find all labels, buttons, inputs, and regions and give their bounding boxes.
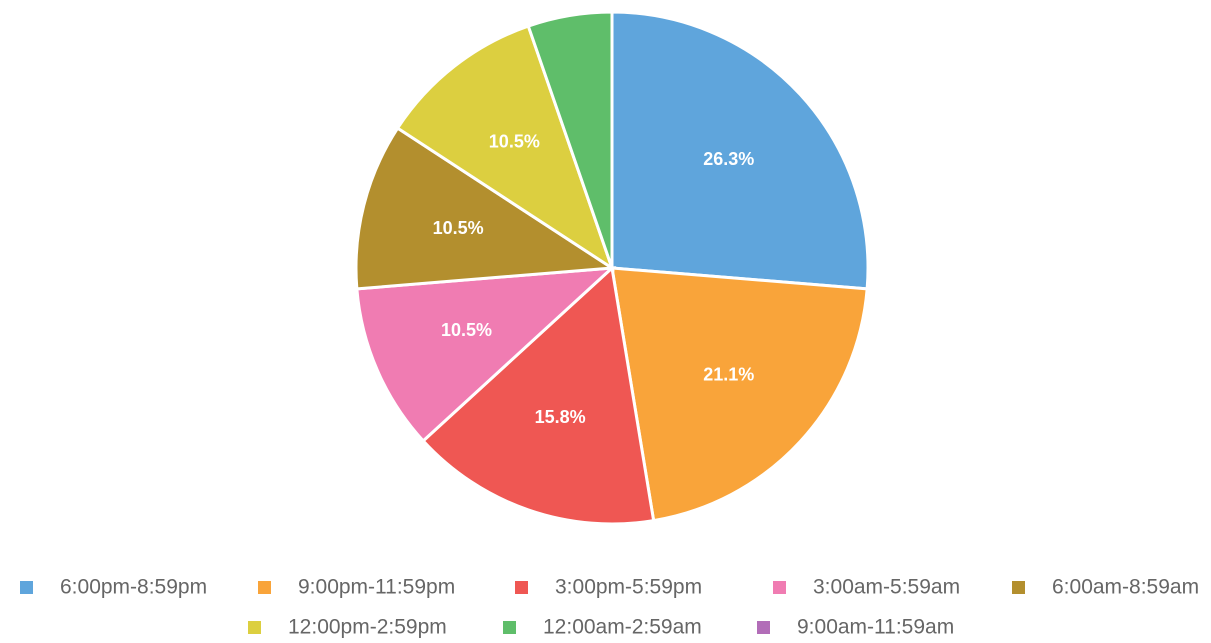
legend-swatch [258, 581, 271, 594]
slice-label: 10.5% [433, 218, 484, 238]
legend-swatch [757, 621, 770, 634]
slice-label: 10.5% [441, 320, 492, 340]
slice-label: 26.3% [703, 149, 754, 169]
legend-label: 9:00pm-11:59pm [298, 576, 455, 599]
slice-label: 10.5% [489, 132, 540, 152]
pie-slice [355, 266, 617, 444]
legend-label: 12:00pm-2:59pm [288, 616, 447, 639]
legend-swatch [515, 581, 528, 594]
legend-label: 9:00am-11:59am [797, 616, 954, 639]
legend-swatch [20, 581, 33, 594]
pie-slice [354, 126, 617, 291]
pie-slice [610, 10, 870, 291]
slice-label: 15.8% [535, 407, 586, 427]
slice-label: 21.1% [703, 364, 754, 384]
pie-slice [610, 266, 869, 523]
legend-label: 3:00am-5:59am [813, 576, 960, 599]
pie-slice [395, 24, 615, 272]
legend-label: 12:00am-2:59am [543, 616, 702, 639]
legend-swatch [503, 621, 516, 634]
legend-label: 3:00pm-5:59pm [555, 576, 702, 599]
legend-label: 6:00am-8:59am [1052, 576, 1199, 599]
pie-slice [526, 10, 614, 269]
pie-slice [421, 265, 656, 526]
legend-swatch [773, 581, 786, 594]
legend-swatch [1012, 581, 1025, 594]
legend-swatch [248, 621, 261, 634]
legend-label: 6:00pm-8:59pm [60, 576, 207, 599]
